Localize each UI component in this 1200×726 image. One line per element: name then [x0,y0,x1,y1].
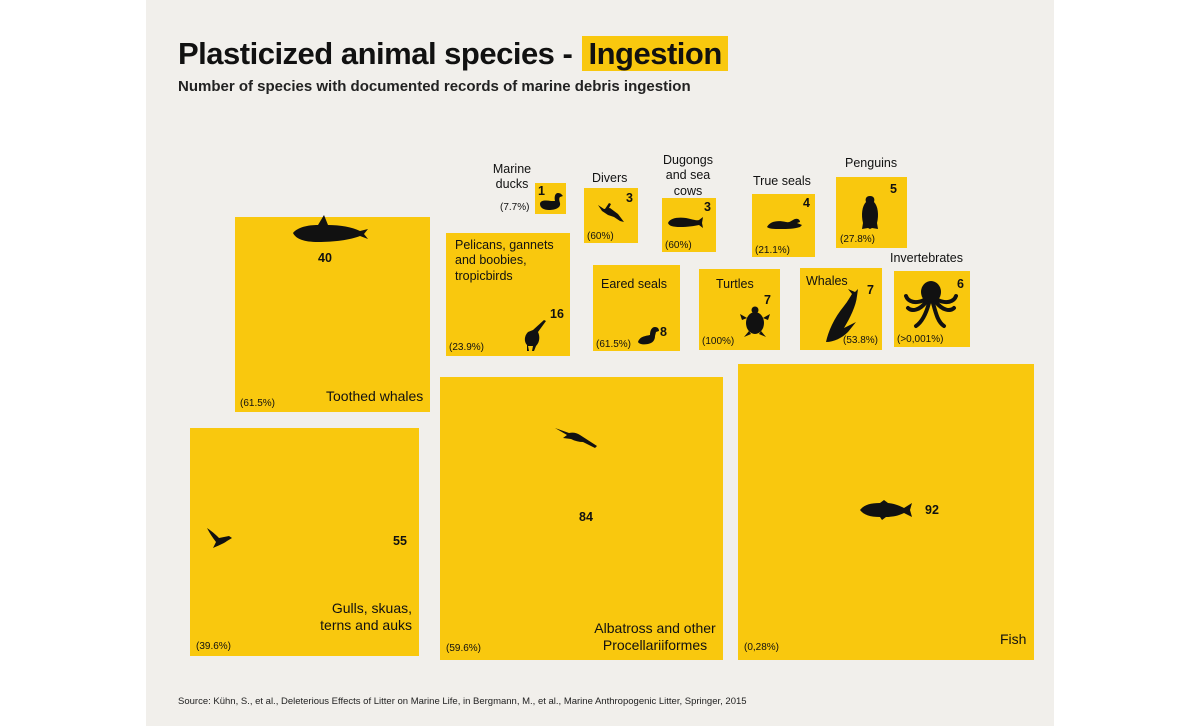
albatross-icon [555,428,597,448]
label-dugongs: Dugongs and sea cows [662,153,714,198]
gull-icon [207,528,232,548]
pct-toothed-whales: (61.5%) [240,398,276,409]
seal-icon [767,218,802,229]
label-albatross: Albatross and other Procellariiformes [594,620,716,654]
source-note: Source: Kühn, S., et al., Deleterious Ef… [178,696,747,707]
duck-icon [540,193,563,210]
square-eared-seals [593,265,680,351]
octopus-icon [904,281,958,328]
square-albatross [440,377,723,660]
value-albatross: 84 [579,510,593,524]
value-turtles: 7 [764,293,771,307]
label-pelicans: Pelicans, gannets and boobies, tropicbir… [455,238,554,283]
label-toothed-whales: Toothed whales [326,388,424,404]
whale-icon [826,289,858,342]
value-dugongs: 3 [704,200,711,214]
value-whales: 7 [867,283,874,297]
value-marine-ducks: 1 [538,184,545,198]
label-eared-seals: Eared seals [601,277,668,291]
pct-invertebrates: (>0,001%) [897,334,944,345]
page-title: Plasticized animal species - Ingestion [178,36,728,72]
label-turtles: Turtles [716,277,754,291]
pct-gulls: (39.6%) [196,641,232,652]
pelican-icon [524,320,546,351]
value-pelicans: 16 [550,307,564,321]
pct-turtles: (100%) [702,336,735,347]
pct-divers: (60%) [587,231,614,242]
label-invertebrates: Invertebrates [890,251,963,265]
value-fish: 92 [925,503,939,517]
dugong-icon [668,217,703,228]
title-highlight: Ingestion [582,36,728,71]
value-invertebrates: 6 [957,277,964,291]
value-eared-seals: 8 [660,325,667,339]
pct-whales: (53.8%) [843,335,879,346]
sea-lion-icon [638,327,659,345]
value-true-seals: 4 [803,196,810,210]
value-toothed-whales: 40 [318,251,332,265]
value-divers: 3 [626,191,633,205]
label-divers: Divers [592,171,628,185]
label-true-seals: True seals [753,174,811,188]
label-fish: Fish [1000,631,1027,647]
pct-penguins: (27.8%) [840,234,876,245]
diver-icon [598,203,624,222]
square-turtles [699,269,780,350]
label-marine-ducks: Marine ducks [492,162,532,192]
square-pelicans [446,233,570,356]
label-gulls: Gulls, skuas, terns and auks [320,600,412,634]
turtle-icon [740,306,770,337]
penguin-icon [862,196,878,229]
label-penguins: Penguins [845,156,898,170]
pct-eared-seals: (61.5%) [596,339,632,350]
pct-pelicans: (23.9%) [449,342,485,353]
value-penguins: 5 [890,182,897,196]
pct-marine-ducks: (7.7%) [500,202,530,213]
square-toothed-whales [235,217,430,412]
pct-fish: (0,28%) [744,642,780,653]
value-gulls: 55 [393,534,407,548]
pct-albatross: (59.6%) [446,643,482,654]
fish-icon [860,500,912,520]
pct-true-seals: (21.1%) [755,245,791,256]
label-whales: Whales [806,274,848,288]
chart-subtitle: Number of species with documented record… [178,78,691,95]
orca-icon [293,215,368,242]
square-gulls [190,428,419,656]
pct-dugongs: (60%) [665,240,692,251]
